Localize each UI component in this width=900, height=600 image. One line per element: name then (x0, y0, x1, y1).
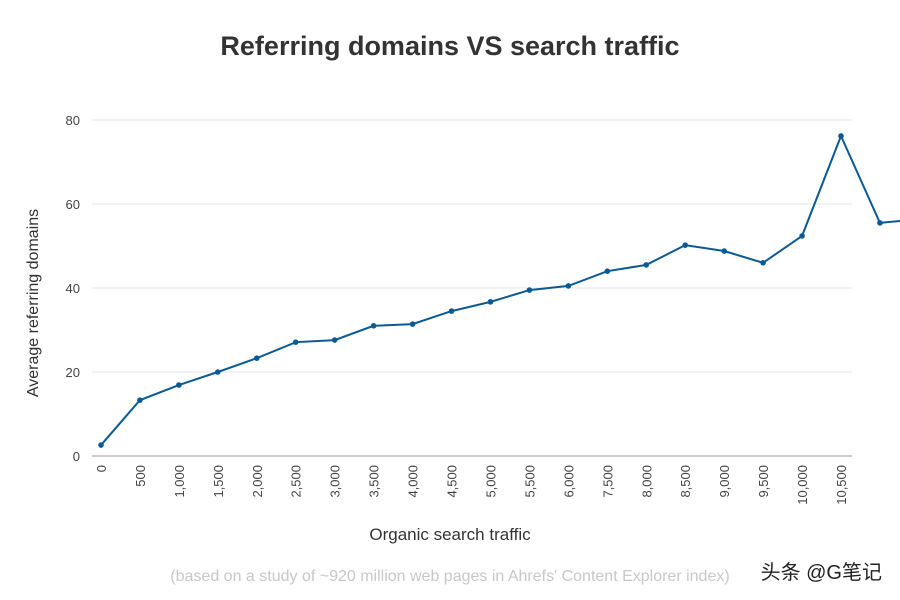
point (799, 233, 805, 239)
point (487, 299, 494, 305)
x-tick-label: 2,000 (250, 465, 265, 498)
point (137, 397, 143, 403)
x-tick-label: 10,500 (834, 465, 849, 505)
x-tick-label: 1,000 (172, 465, 187, 498)
point (526, 287, 533, 293)
point (176, 382, 182, 388)
x-tick-label: 1,500 (211, 465, 226, 498)
y-tick-label: 40 (66, 281, 80, 296)
point (370, 323, 377, 329)
x-tick-label: 3,500 (367, 465, 382, 498)
x-tick-label: 4,500 (445, 465, 460, 498)
y-tick-label: 80 (66, 113, 80, 128)
y-axis-label: Average referring domains (25, 209, 42, 397)
x-tick-label: 500 (133, 465, 148, 487)
point (604, 268, 611, 275)
y-tick-label: 0 (73, 449, 80, 464)
point (565, 283, 572, 289)
x-tick-label: 5,000 (483, 465, 498, 498)
x-tick-label: 8,000 (639, 465, 654, 498)
point (721, 248, 727, 254)
chart-title: Referring domains VS search traffic (220, 31, 679, 61)
y-tick-label: 60 (66, 197, 80, 212)
point (838, 133, 844, 139)
x-tick-label: 9,000 (717, 465, 732, 498)
x-tick-label: 7,500 (600, 465, 615, 498)
line (100, 133, 900, 446)
x-tick-label: 6,000 (561, 465, 576, 498)
point (409, 321, 416, 327)
y-tick-label: 20 (66, 365, 80, 380)
point (292, 339, 299, 345)
x-axis-label: Organic search traffic (369, 525, 531, 544)
point (760, 260, 766, 266)
watermark: 头条 @G笔记 (761, 561, 882, 584)
point (98, 442, 104, 448)
point (448, 308, 455, 314)
point (215, 369, 221, 375)
x-tick-label: 8,500 (678, 465, 693, 498)
x-tick-label: 5,500 (522, 465, 537, 498)
point (877, 220, 883, 226)
x-tick-label: 4,000 (406, 465, 421, 498)
x-tick-label: 9,500 (756, 465, 771, 498)
x-tick-label: 10,000 (795, 465, 810, 505)
footnote: (based on a study of ~920 million web pa… (170, 568, 729, 585)
point (682, 242, 689, 248)
x-tick-label: 3,000 (328, 465, 343, 498)
x-tick-label: 2,500 (289, 465, 304, 498)
x-tick-label: 0 (94, 465, 109, 472)
point (643, 262, 650, 268)
point (331, 337, 338, 343)
point (253, 355, 260, 361)
